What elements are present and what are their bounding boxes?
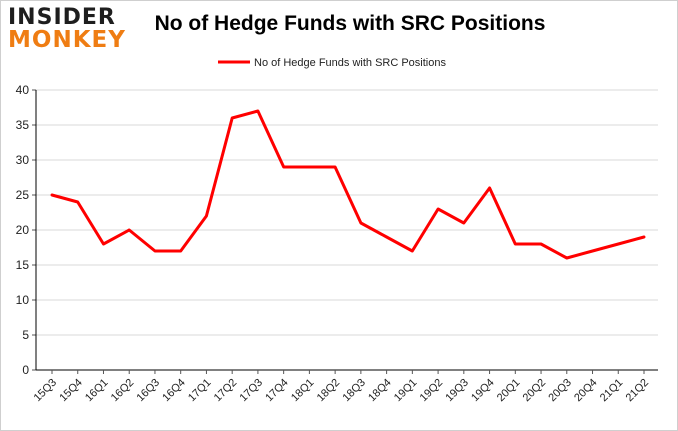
logo-line-1: INSIDER [8, 5, 116, 30]
x-tick-label: 16Q4 [160, 377, 188, 405]
x-tick-label: 20Q1 [495, 377, 523, 405]
legend: No of Hedge Funds with SRC Positions [218, 57, 446, 69]
x-tick-label: 15Q4 [57, 377, 85, 405]
x-tick-label: 19Q2 [418, 377, 446, 405]
x-tick-label: 17Q1 [186, 377, 214, 405]
x-tick-label: 18Q1 [289, 377, 317, 405]
insider-monkey-logo: INSIDER MONKEY [8, 6, 130, 56]
y-tick-labels: 0 5 10 15 20 25 30 35 40 [16, 83, 30, 377]
x-tick-label: 18Q4 [366, 377, 394, 405]
x-tick-label: 20Q2 [521, 377, 549, 405]
axes [32, 89, 658, 374]
legend-label: No of Hedge Funds with SRC Positions [254, 57, 446, 69]
x-tick-label: 16Q2 [109, 377, 137, 405]
x-tick-label: 19Q1 [392, 377, 420, 405]
x-tick-label: 19Q4 [469, 377, 497, 405]
series-lines [50, 109, 646, 260]
y-tick-label: 40 [16, 83, 30, 97]
x-tick-label: 21Q1 [598, 377, 626, 405]
y-tick-label: 10 [16, 293, 30, 307]
x-tick-label: 20Q4 [572, 377, 600, 405]
x-tick-label: 17Q4 [263, 377, 291, 405]
y-tick-label: 0 [22, 363, 29, 377]
gridlines [36, 89, 658, 336]
x-tick-label: 18Q2 [315, 377, 343, 405]
y-tick-label: 20 [16, 223, 30, 237]
series-line [50, 109, 646, 260]
x-tick-label: 15Q3 [32, 377, 60, 405]
logo-line-2: MONKEY [8, 27, 126, 53]
x-tick-label: 18Q3 [340, 377, 368, 405]
x-tick-label: 21Q2 [624, 377, 652, 405]
x-tick-label: 16Q3 [135, 377, 163, 405]
y-tick-label: 5 [22, 328, 29, 342]
x-tick-label: 20Q3 [546, 377, 574, 405]
x-tick-label: 17Q3 [238, 377, 266, 405]
x-tick-label: 19Q3 [443, 377, 471, 405]
y-tick-label: 30 [16, 153, 30, 167]
y-tick-label: 25 [16, 188, 30, 202]
y-tick-label: 15 [16, 258, 30, 272]
x-tick-label: 16Q1 [83, 377, 111, 405]
chart-title: No of Hedge Funds with SRC Positions [154, 12, 546, 35]
x-tick-labels: 15Q315Q416Q116Q216Q316Q417Q117Q217Q317Q4… [32, 377, 652, 405]
x-tick-label: 17Q2 [212, 377, 240, 405]
y-tick-label: 35 [16, 118, 30, 132]
